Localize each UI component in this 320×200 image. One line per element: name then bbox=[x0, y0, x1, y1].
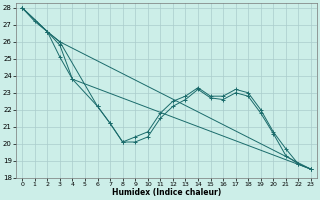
X-axis label: Humidex (Indice chaleur): Humidex (Indice chaleur) bbox=[112, 188, 221, 197]
